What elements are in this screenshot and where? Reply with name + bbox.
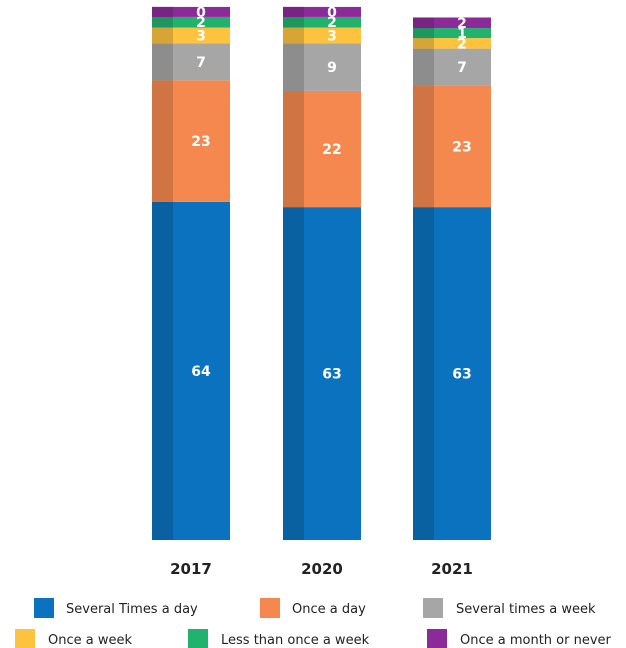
value-label: 9 <box>327 60 337 76</box>
value-label: 2 <box>457 36 467 52</box>
legend-swatch-once-a-week <box>15 629 35 648</box>
value-label: 1 <box>457 26 467 42</box>
x-tick-label: 2017 <box>170 560 212 578</box>
legend-swatch-once-a-day <box>260 598 280 618</box>
value-label: 64 <box>191 364 211 380</box>
legend: Several Times a day Once a day Several tim… <box>15 598 612 648</box>
bar-2020-less-than-once-a-week <box>283 16 361 28</box>
bar-2021-several-times-a-week-shade <box>413 48 434 86</box>
legend-label-once-a-month-or-never: Once a month or never <box>460 633 612 648</box>
bar-2021-once-a-week <box>413 38 491 49</box>
legend-label-several-times-a-week: Several times a week <box>456 602 596 617</box>
legend-label-once-a-day: Once a day <box>292 602 366 617</box>
bar-2017-once-a-month-or-never <box>152 6 230 17</box>
legend-swatch-once-a-month-or-never <box>427 629 447 648</box>
bar-2021-once-a-day-shade <box>413 85 434 208</box>
value-label: 2 <box>327 15 337 31</box>
bar-2020-once-a-day-shade <box>283 90 304 208</box>
bar-2021-several-times-a-day-shade <box>413 207 434 540</box>
bar-2017-several-times-a-day-shade <box>152 201 173 540</box>
bar-2017-less-than-once-a-week-shade <box>152 16 173 28</box>
bar-2017-once-a-month-or-never-shade <box>152 6 173 17</box>
value-label: 63 <box>452 367 471 383</box>
value-label: 7 <box>457 60 467 76</box>
bar-2017-several-times-a-week-shade <box>152 43 173 81</box>
value-label: 23 <box>191 134 210 150</box>
bar-2017-once-a-day-shade <box>152 80 173 202</box>
value-label: 7 <box>196 55 206 71</box>
bar-2021-less-than-once-a-week-shade <box>413 28 434 39</box>
value-label: 63 <box>322 367 341 383</box>
legend-label-several-times-a-day: Several Times a day <box>66 602 198 617</box>
value-label: 3 <box>327 28 337 44</box>
bar-2021-once-a-month-or-never <box>413 17 491 29</box>
bar-2020-once-a-month-or-never <box>283 6 361 17</box>
legend-swatch-several-times-a-day <box>34 598 54 618</box>
bar-2020-once-a-month-or-never-shade <box>283 6 304 17</box>
value-label: 23 <box>452 139 471 155</box>
value-label: 2 <box>196 15 206 31</box>
bar-2021-once-a-month-or-never-shade <box>413 17 434 29</box>
legend-swatch-less-than-once-a-week <box>188 629 208 648</box>
bar-2020-once-a-week-shade <box>283 27 304 44</box>
bar-2017-once-a-week-shade <box>152 27 173 44</box>
legend-label-once-a-week: Once a week <box>48 633 132 648</box>
x-tick-label: 2021 <box>431 560 473 578</box>
value-label: 0 <box>196 5 206 21</box>
x-axis-labels: 2017 2020 2021 <box>170 560 473 578</box>
value-label: 2 <box>457 16 467 32</box>
bar-2020-several-times-a-week-shade <box>283 43 304 91</box>
value-label: 0 <box>327 5 337 21</box>
bar-2020-several-times-a-day-shade <box>283 207 304 540</box>
x-tick-label: 2020 <box>301 560 343 578</box>
bar-2020-less-than-once-a-week-shade <box>283 16 304 28</box>
value-label: 22 <box>322 142 341 158</box>
bar-2021-less-than-once-a-week <box>413 28 491 39</box>
value-label: 3 <box>196 28 206 44</box>
bar-2021-once-a-week-shade <box>413 38 434 49</box>
legend-label-less-than-once-a-week: Less than once a week <box>221 633 370 648</box>
bar-2017-less-than-once-a-week <box>152 16 230 28</box>
legend-swatch-several-times-a-week <box>423 598 443 618</box>
